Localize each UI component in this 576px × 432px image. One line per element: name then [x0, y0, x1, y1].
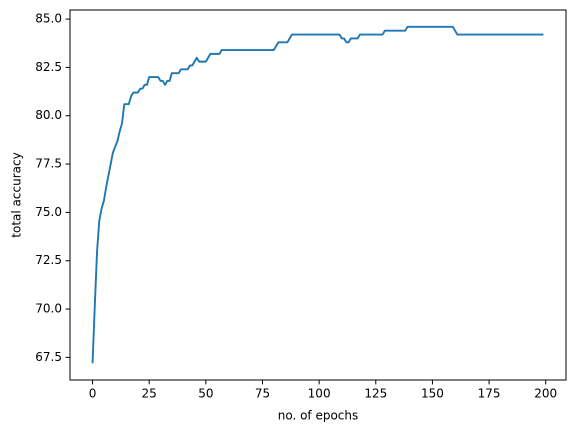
y-tick-label: 80.0 [35, 108, 62, 122]
y-tick-label: 85.0 [35, 12, 62, 26]
y-tick-label: 70.0 [35, 302, 62, 316]
plot-frame [69, 9, 567, 381]
x-tick-label: 175 [478, 387, 501, 401]
y-axis-label: total accuracy [10, 152, 24, 237]
y-tick-label: 82.5 [35, 60, 62, 74]
x-axis-label: no. of epochs [278, 409, 359, 423]
x-tick-label: 0 [89, 387, 97, 401]
y-tick-label: 67.5 [35, 350, 62, 364]
x-tick-label: 100 [308, 387, 331, 401]
x-tick-label: 25 [142, 387, 157, 401]
x-tick-label: 200 [534, 387, 557, 401]
y-tick-label: 72.5 [35, 253, 62, 267]
x-tick-label: 50 [198, 387, 213, 401]
x-tick-label: 150 [421, 387, 444, 401]
x-tick-label: 125 [364, 387, 387, 401]
y-tick-label: 75.0 [35, 205, 62, 219]
y-tick-label: 77.5 [35, 157, 62, 171]
line [91, 25, 544, 364]
x-tick-label: 75 [255, 387, 270, 401]
